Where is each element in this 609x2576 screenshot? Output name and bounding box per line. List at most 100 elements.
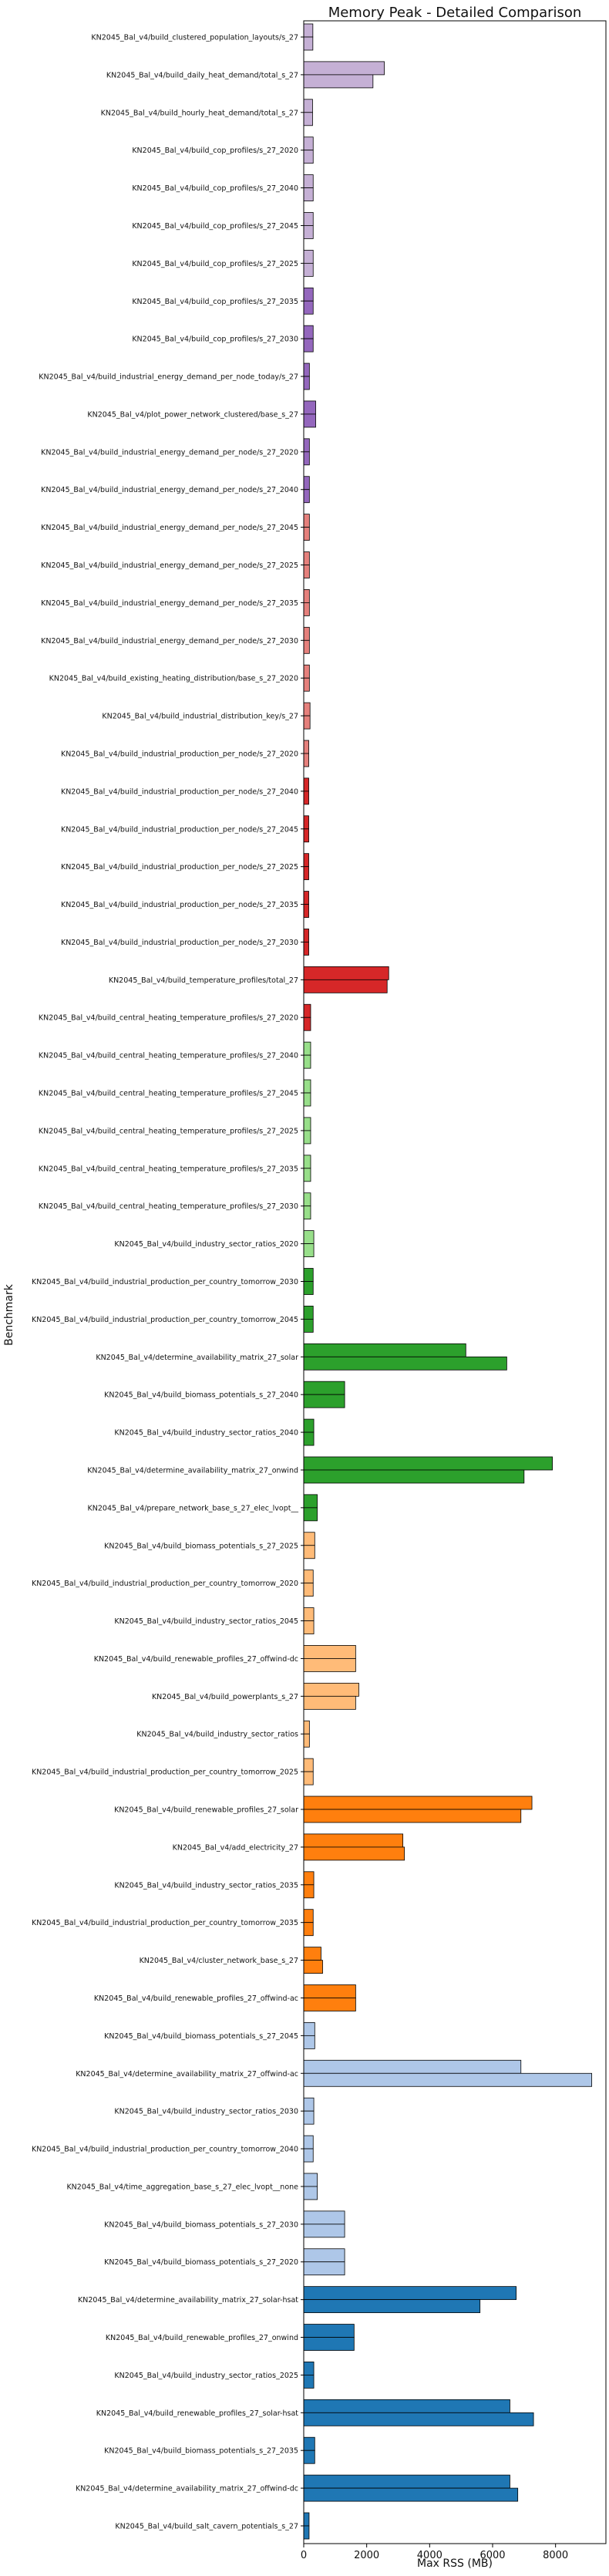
bar-run-2[interactable] bbox=[303, 2337, 355, 2351]
bar-run-1[interactable] bbox=[303, 1041, 311, 1056]
bar-run-2[interactable] bbox=[303, 489, 310, 504]
bar-run-2[interactable] bbox=[303, 225, 314, 239]
bar-run-2[interactable] bbox=[303, 866, 309, 881]
bar-run-1[interactable] bbox=[303, 2059, 522, 2074]
bar-run-1[interactable] bbox=[303, 853, 309, 868]
bar-run-1[interactable] bbox=[303, 514, 310, 528]
bar-run-2[interactable] bbox=[303, 36, 314, 51]
bar-run-1[interactable] bbox=[303, 438, 310, 453]
bar-run-1[interactable] bbox=[303, 1795, 533, 1810]
bar-run-2[interactable] bbox=[303, 1922, 314, 1937]
bar-run-1[interactable] bbox=[303, 1456, 553, 1471]
bar-run-1[interactable] bbox=[303, 1909, 314, 1924]
bar-run-1[interactable] bbox=[303, 1607, 315, 1621]
bar-run-2[interactable] bbox=[303, 2035, 315, 2049]
bar-run-2[interactable] bbox=[303, 942, 309, 956]
bar-run-2[interactable] bbox=[303, 828, 309, 843]
bar-run-2[interactable] bbox=[303, 1469, 525, 1484]
bar-run-2[interactable] bbox=[303, 1092, 311, 1107]
bar-run-2[interactable] bbox=[303, 1771, 314, 1785]
bar-run-2[interactable] bbox=[303, 1507, 318, 1522]
bar-run-2[interactable] bbox=[303, 150, 314, 164]
bar-run-1[interactable] bbox=[303, 626, 310, 641]
bar-run-1[interactable] bbox=[303, 1833, 404, 1848]
bar-run-1[interactable] bbox=[303, 551, 310, 565]
bar-run-1[interactable] bbox=[303, 2210, 345, 2225]
bar-run-2[interactable] bbox=[303, 1998, 356, 2011]
bar-run-2[interactable] bbox=[303, 1431, 315, 1446]
bar-run-1[interactable] bbox=[303, 2097, 315, 2112]
bar-run-2[interactable] bbox=[303, 1960, 323, 1974]
bar-run-1[interactable] bbox=[303, 1230, 315, 1245]
bar-run-1[interactable] bbox=[303, 2474, 510, 2489]
bar-run-2[interactable] bbox=[303, 753, 309, 767]
bar-run-2[interactable] bbox=[303, 2110, 315, 2125]
bar-run-2[interactable] bbox=[303, 1884, 315, 1899]
bar-run-2[interactable] bbox=[303, 74, 374, 89]
bar-run-1[interactable] bbox=[303, 1494, 318, 1509]
bar-run-2[interactable] bbox=[303, 2525, 310, 2540]
bar-run-1[interactable] bbox=[303, 1155, 311, 1169]
bar-run-1[interactable] bbox=[303, 212, 314, 226]
bar-run-2[interactable] bbox=[303, 413, 316, 428]
bar-run-2[interactable] bbox=[303, 2299, 481, 2314]
bar-run-2[interactable] bbox=[303, 112, 313, 126]
bar-run-2[interactable] bbox=[303, 1281, 314, 1295]
bar-run-2[interactable] bbox=[303, 527, 310, 541]
bar-run-1[interactable] bbox=[303, 1570, 314, 1584]
bar-run-1[interactable] bbox=[303, 1758, 314, 1772]
bar-run-1[interactable] bbox=[303, 589, 310, 603]
bar-run-1[interactable] bbox=[303, 664, 310, 679]
bar-run-2[interactable] bbox=[303, 300, 314, 315]
bar-run-2[interactable] bbox=[303, 904, 309, 918]
bar-run-1[interactable] bbox=[303, 1720, 310, 1735]
bar-run-1[interactable] bbox=[303, 1343, 466, 1357]
bar-run-2[interactable] bbox=[303, 1620, 315, 1634]
bar-run-1[interactable] bbox=[303, 2135, 314, 2149]
bar-run-1[interactable] bbox=[303, 99, 313, 113]
bar-run-2[interactable] bbox=[303, 1017, 311, 1031]
bar-run-1[interactable] bbox=[303, 249, 314, 264]
bar-run-1[interactable] bbox=[303, 777, 309, 792]
bar-run-2[interactable] bbox=[303, 1054, 311, 1069]
bar-run-1[interactable] bbox=[303, 287, 314, 302]
bar-run-1[interactable] bbox=[303, 2021, 315, 2036]
bar-run-1[interactable] bbox=[303, 1003, 311, 1018]
bar-run-1[interactable] bbox=[303, 2362, 315, 2375]
bar-run-1[interactable] bbox=[303, 137, 314, 151]
bar-run-2[interactable] bbox=[303, 338, 314, 352]
bar-run-2[interactable] bbox=[303, 2148, 314, 2163]
bar-run-2[interactable] bbox=[303, 2186, 318, 2200]
bar-run-1[interactable] bbox=[303, 2512, 310, 2527]
bar-run-2[interactable] bbox=[303, 602, 310, 616]
bar-run-2[interactable] bbox=[303, 1658, 356, 1672]
bar-run-2[interactable] bbox=[303, 1733, 310, 1748]
bar-run-1[interactable] bbox=[303, 1947, 321, 1961]
bar-run-2[interactable] bbox=[303, 1583, 314, 1597]
bar-run-2[interactable] bbox=[303, 1168, 311, 1182]
bar-run-2[interactable] bbox=[303, 677, 310, 692]
bar-run-1[interactable] bbox=[303, 815, 309, 830]
bar-run-1[interactable] bbox=[303, 740, 309, 754]
bar-run-1[interactable] bbox=[303, 23, 314, 38]
bar-run-2[interactable] bbox=[303, 2375, 315, 2389]
bar-run-1[interactable] bbox=[303, 1381, 345, 1395]
bar-run-1[interactable] bbox=[303, 2399, 510, 2413]
bar-run-1[interactable] bbox=[303, 476, 310, 491]
bar-run-1[interactable] bbox=[303, 1305, 314, 1320]
bar-run-1[interactable] bbox=[303, 1192, 311, 1207]
bar-run-1[interactable] bbox=[303, 1645, 356, 1659]
bar-run-2[interactable] bbox=[303, 1545, 315, 1559]
bar-run-2[interactable] bbox=[303, 262, 314, 277]
bar-run-2[interactable] bbox=[303, 2450, 315, 2464]
bar-run-2[interactable] bbox=[303, 565, 310, 578]
bar-run-2[interactable] bbox=[303, 715, 311, 730]
bar-run-1[interactable] bbox=[303, 1117, 311, 1131]
bar-run-2[interactable] bbox=[303, 1846, 405, 1861]
bar-run-1[interactable] bbox=[303, 174, 314, 188]
bar-run-1[interactable] bbox=[303, 702, 311, 716]
bar-run-2[interactable] bbox=[303, 1130, 311, 1145]
bar-run-2[interactable] bbox=[303, 1695, 356, 1710]
bar-run-1[interactable] bbox=[303, 2324, 355, 2338]
bar-run-1[interactable] bbox=[303, 1984, 356, 1998]
